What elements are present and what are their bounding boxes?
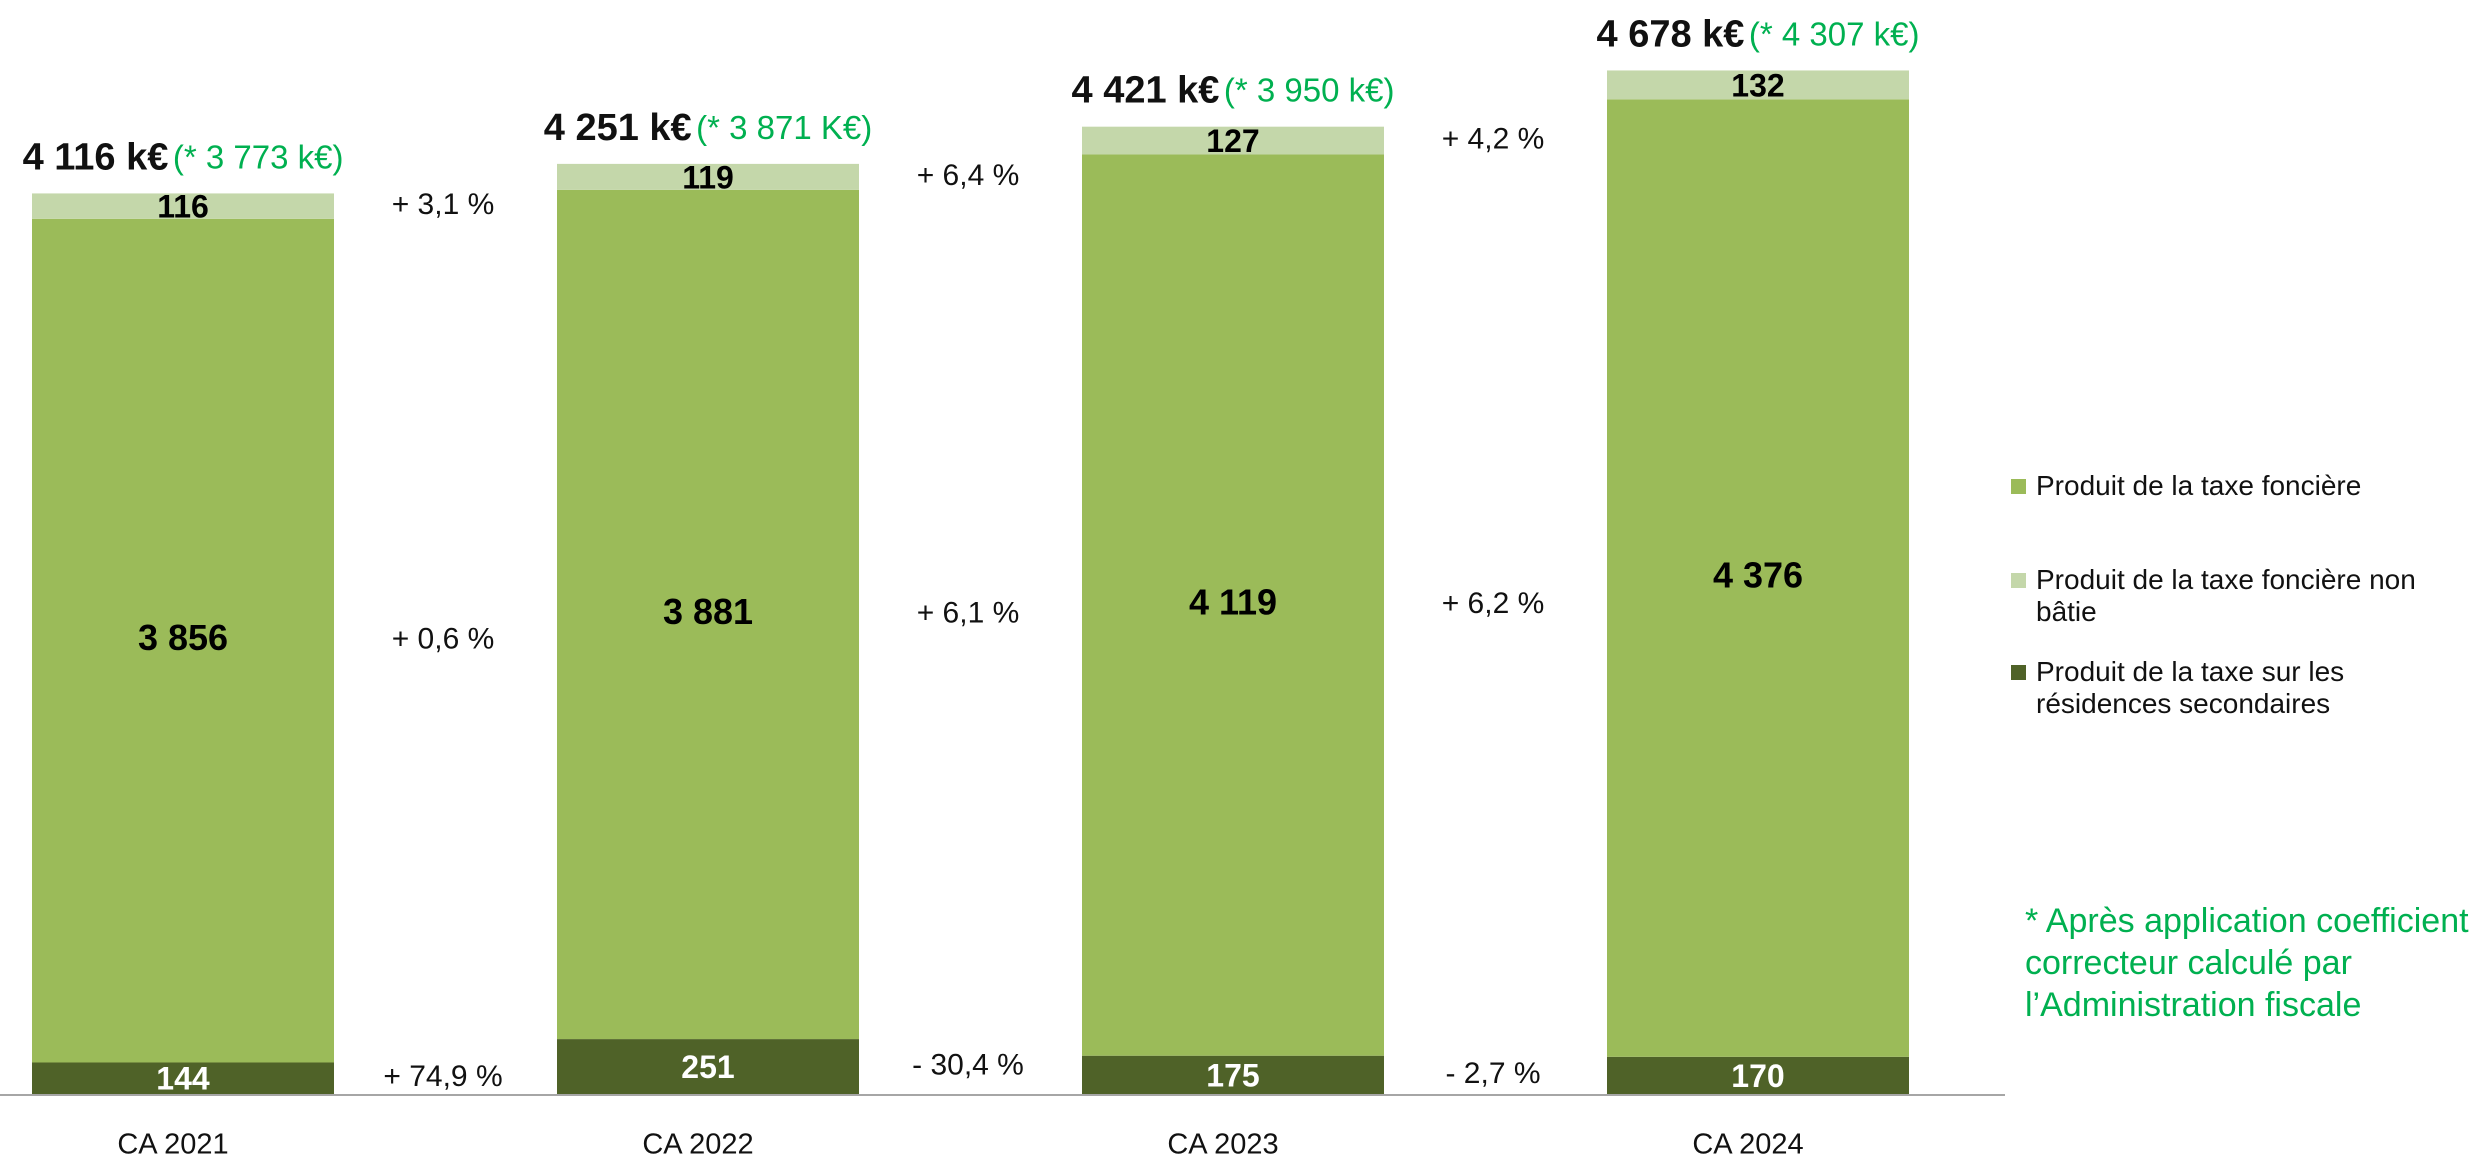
total-annotation: (* 3 950 k€) [1224,71,1395,108]
total-value: 4 251 k€ [544,107,692,149]
growth-label: + 6,4 % [917,159,1020,192]
growth-label: + 6,1 % [917,596,1020,629]
total-label: 4 116 k€ (* 3 773 k€) [23,136,344,178]
bar-segment [32,218,334,1063]
value-label: 144 [156,1061,210,1097]
bar-segment [557,163,859,190]
growth-label: + 6,2 % [1442,587,1545,620]
value-label: 3 856 [138,617,228,658]
growth-label: - 2,7 % [1445,1057,1540,1090]
total-value: 4 421 k€ [1072,70,1220,112]
value-label: 4 376 [1713,555,1803,596]
bar-segment [1607,1056,1909,1094]
total-label: 4 678 k€ (* 4 307 k€) [1597,13,1920,55]
legend-swatch [2011,665,2026,680]
footnote: * Après application coefficient correcte… [2025,902,2469,1024]
bar-segment [1082,126,1384,155]
bar-segment [32,1062,334,1094]
x-tick-label: CA 2024 [1692,1129,1803,1161]
bar-segment [1082,154,1384,1056]
total-value: 4 116 k€ [23,136,169,178]
bar-segment [32,193,334,219]
legend-label: Produit de la taxe sur les résidences se… [2036,656,2345,719]
legend-label: Produit de la taxe foncière [2036,470,2362,501]
legend-swatch [2011,479,2026,494]
value-label: 119 [682,159,734,195]
value-label: 4 119 [1189,582,1277,623]
value-label: 132 [1731,67,1784,103]
legend-label: Produit de la taxe foncière non bâtie [2036,564,2416,627]
total-value: 4 678 k€ [1597,13,1745,55]
value-label: 175 [1206,1057,1259,1093]
growth-label: + 74,9 % [383,1060,502,1093]
growth-label: + 4,2 % [1442,123,1545,156]
value-label: 3 881 [663,591,753,632]
bar-segment [1082,1055,1384,1094]
growth-label: - 30,4 % [912,1048,1024,1081]
total-annotation: (* 4 307 k€) [1749,15,1920,52]
bar-segment [557,1039,859,1094]
bar-segment [557,189,859,1040]
total-annotation: (* 3 871 K€) [696,109,872,146]
growth-label: + 3,1 % [392,188,495,221]
total-label: 4 421 k€ (* 3 950 k€) [1072,70,1395,112]
legend-item: Produit de la taxe sur les résidences se… [2011,656,2451,720]
value-label: 116 [157,189,209,225]
x-tick-label: CA 2023 [1167,1129,1278,1161]
bar-segment [1607,99,1909,1057]
x-tick-label: CA 2022 [642,1129,753,1161]
value-label: 251 [681,1049,734,1085]
total-label: 4 251 k€ (* 3 871 K€) [544,107,872,149]
value-label: 170 [1731,1058,1784,1094]
legend-swatch [2011,573,2026,588]
total-annotation: (* 3 773 k€) [173,138,344,175]
legend-item: Produit de la taxe foncière [2011,470,2451,502]
legend-item: Produit de la taxe foncière non bâtie [2011,564,2451,628]
value-label: 127 [1206,123,1259,159]
bar-segment [1607,70,1909,100]
growth-label: + 0,6 % [392,623,495,656]
x-tick-label: CA 2021 [117,1129,228,1161]
